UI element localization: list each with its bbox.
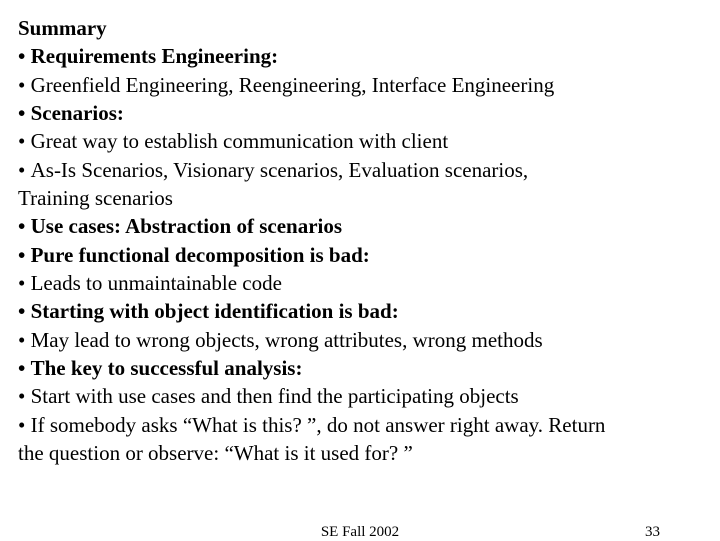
slide: Summary • Requirements Engineering:• Gre… (0, 0, 720, 540)
bullet-line: • Greenfield Engineering, Reengineering,… (18, 71, 702, 99)
slide-title: Summary (18, 14, 702, 42)
bullet-line: • Scenarios: (18, 99, 702, 127)
footer-center-text: SE Fall 2002 (321, 524, 399, 541)
bullet-line: • The key to successful analysis: (18, 354, 702, 382)
bullet-line: the question or observe: “What is it use… (18, 439, 702, 467)
bullet-list: • Requirements Engineering:• Greenfield … (18, 42, 702, 467)
bullet-line: • Leads to unmaintainable code (18, 269, 702, 297)
bullet-line: • Requirements Engineering: (18, 42, 702, 70)
slide-content: Summary • Requirements Engineering:• Gre… (18, 14, 702, 468)
bullet-line: • Use cases: Abstraction of scenarios (18, 212, 702, 240)
bullet-line: Training scenarios (18, 184, 702, 212)
bullet-line: • Pure functional decomposition is bad: (18, 241, 702, 269)
page-number: 33 (645, 524, 660, 541)
bullet-line: • If somebody asks “What is this? ”, do … (18, 411, 702, 439)
bullet-line: • As-Is Scenarios, Visionary scenarios, … (18, 156, 702, 184)
bullet-line: • Starting with object identification is… (18, 297, 702, 325)
bullet-line: • Start with use cases and then find the… (18, 382, 702, 410)
bullet-line: • Great way to establish communication w… (18, 127, 702, 155)
bullet-line: • May lead to wrong objects, wrong attri… (18, 326, 702, 354)
